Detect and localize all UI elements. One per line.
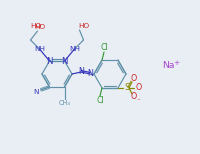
Text: NH: NH: [69, 46, 80, 52]
Text: HO: HO: [30, 23, 41, 29]
Text: Cl: Cl: [100, 43, 108, 52]
Text: Na: Na: [162, 61, 174, 71]
Text: O: O: [136, 83, 142, 92]
Text: +: +: [173, 60, 179, 66]
Text: NH: NH: [34, 46, 45, 52]
Text: S: S: [124, 83, 130, 92]
Text: N: N: [78, 67, 84, 75]
Text: HO: HO: [34, 24, 45, 30]
Text: CH₃: CH₃: [58, 100, 70, 106]
Text: ⁻: ⁻: [136, 98, 140, 104]
Text: O: O: [131, 92, 137, 101]
Text: N: N: [46, 57, 53, 65]
Text: N: N: [87, 69, 93, 77]
Text: N: N: [34, 89, 39, 95]
Text: Cl: Cl: [96, 96, 104, 105]
Text: N: N: [61, 57, 68, 65]
Text: O: O: [131, 74, 137, 83]
Text: HO: HO: [78, 23, 89, 29]
